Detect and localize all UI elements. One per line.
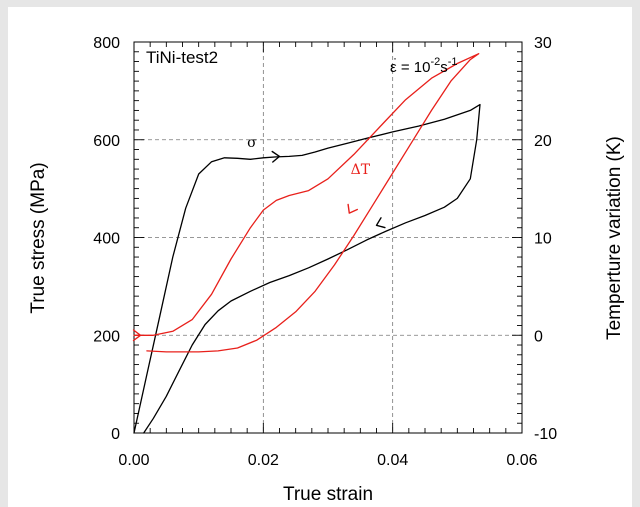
strain-rate-prefix: ε = 10	[390, 59, 430, 76]
direction-arrow	[132, 329, 142, 342]
y2-tick-label: 10	[534, 231, 552, 248]
strain-rate-unit: s	[440, 59, 448, 76]
x-tick-label: 0.00	[118, 452, 149, 469]
direction-arrow	[375, 217, 386, 229]
y-axis-title: True stress (MPa)	[28, 162, 49, 313]
strain-rate-exponent-1: -2	[430, 56, 440, 68]
y2-tick-label: 30	[534, 35, 552, 52]
x-tick-label: 0.04	[377, 452, 408, 469]
temperature-series-line	[133, 53, 480, 353]
strain-rate-label: ε = 10-2s-1	[390, 56, 458, 76]
y-tick-label: 0	[111, 426, 120, 443]
y2-tick-label: 20	[534, 133, 552, 150]
x-tick-label: 0.02	[248, 452, 279, 469]
series-annotation: σ	[247, 135, 257, 151]
figure-background	[8, 7, 632, 507]
series-annotation: ΔT	[351, 162, 371, 178]
y2-axis-title: Temperture variation (K)	[604, 136, 625, 340]
chart-title: TiNi-test2	[146, 48, 218, 67]
tick-layer: 0.00 0.02 0.04 0.06 0 200 400 600 800 -10 0 10 20 30	[93, 35, 557, 469]
annotation-layer: σ ΔT	[247, 135, 371, 178]
y-tick-label: 600	[93, 133, 120, 150]
y-tick-label: 400	[93, 231, 120, 248]
y2-tick-label: 0	[534, 328, 543, 345]
arrow-layer	[132, 150, 386, 342]
strain-rate-exponent-2: -1	[448, 56, 458, 68]
series-layer	[133, 53, 481, 434]
direction-arrow	[347, 203, 358, 214]
x-tick-label: 0.06	[506, 452, 537, 469]
y-tick-label: 800	[93, 35, 120, 52]
y-tick-label: 200	[93, 328, 120, 345]
y2-tick-label: -10	[534, 426, 557, 443]
strain-rate-dot: ·	[393, 51, 397, 65]
stress-series-line	[133, 103, 481, 434]
plot-frame	[133, 41, 523, 434]
x-axis-title: True strain	[283, 484, 373, 505]
direction-arrow	[271, 150, 281, 163]
